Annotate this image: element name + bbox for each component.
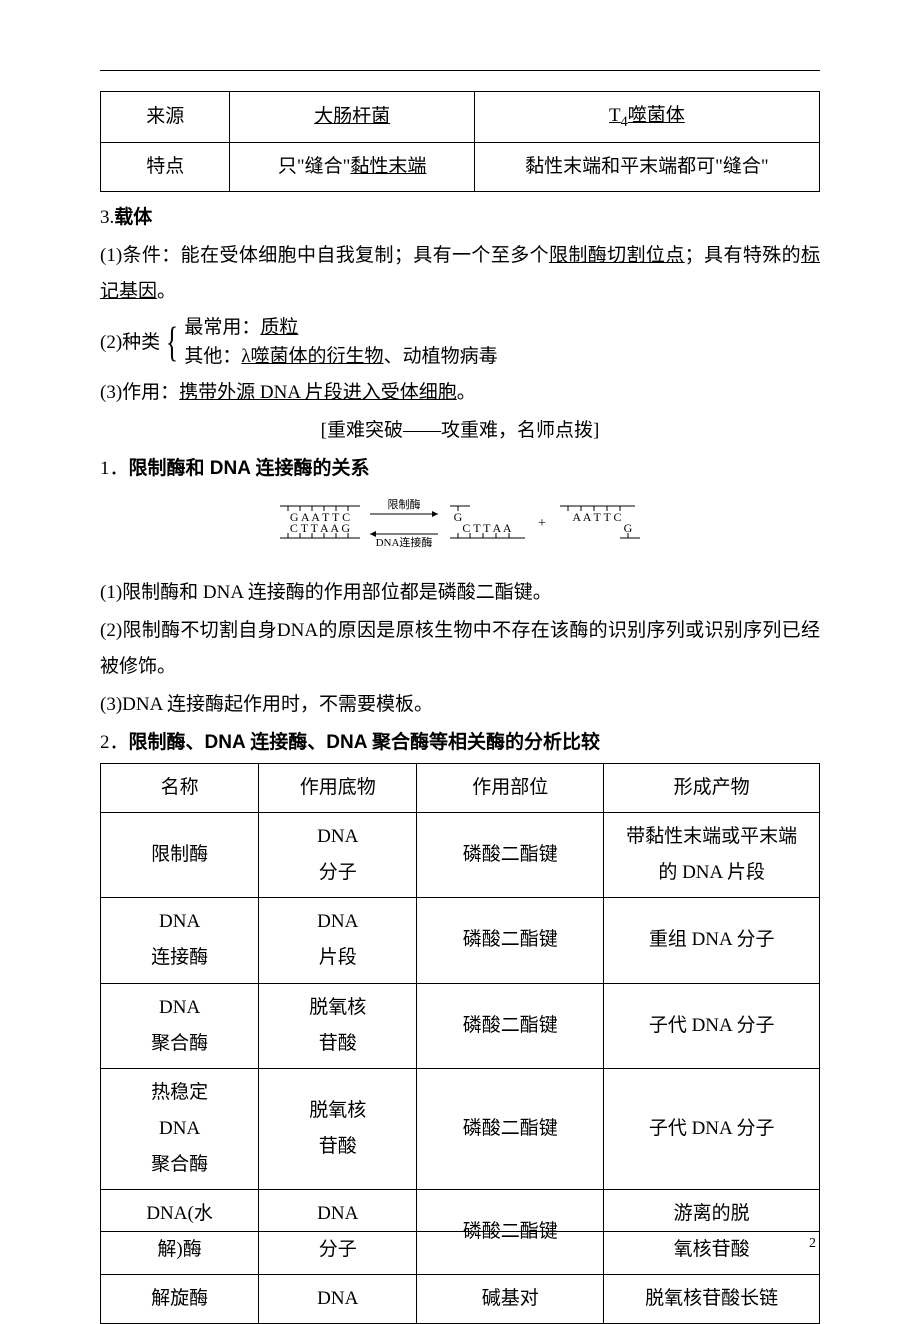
table-row: 特点 只"缝合"黏性末端 黏性末端和平末端都可"缝合" — [101, 142, 820, 191]
bottom-rule — [100, 1231, 820, 1232]
heading-carrier: 3.载体 — [100, 200, 820, 236]
subtitle: [重难突破——攻重难，名师点拨] — [100, 413, 820, 449]
cell: 重组 DNA 分子 — [604, 898, 820, 983]
cell: T4噬菌体 — [474, 92, 819, 143]
cell: 只"缝合"黏性末端 — [230, 142, 474, 191]
cell: 子代 DNA 分子 — [604, 1068, 820, 1189]
cell: 脱氧核苷酸长链 — [604, 1275, 820, 1324]
top-rule — [100, 70, 820, 71]
para-2: (2)限制酶不切割自身DNA的原因是原核生物中不存在该酶的识别序列或识别序列已经… — [100, 613, 820, 685]
para-use: (3)作用：携带外源 DNA 片段进入受体细胞。 — [100, 375, 820, 411]
svg-text:+: + — [538, 516, 546, 531]
label-top: 限制酶 — [388, 498, 421, 511]
label-bot: DNA连接酶 — [376, 536, 433, 549]
cell: 磷酸二酯键 — [417, 898, 604, 983]
table-row: DNA连接酶 DNA片段 磷酸二酯键 重组 DNA 分子 — [101, 898, 820, 983]
th: 作用部位 — [417, 764, 604, 813]
para-1: (1)限制酶和 DNA 连接酶的作用部位都是磷酸二酯键。 — [100, 575, 820, 611]
seq-left-bot: C T T A A G — [290, 521, 350, 535]
cell: 限制酶 — [101, 813, 259, 898]
table-row: DNA聚合酶 脱氧核苷酸 磷酸二酯键 子代 DNA 分子 — [101, 983, 820, 1068]
cell: DNA(水解)酶 — [101, 1190, 259, 1275]
cell: 碱基对 — [417, 1275, 604, 1324]
table-row: 来源 大肠杆菌 T4噬菌体 — [101, 92, 820, 143]
table-row: DNA(水解)酶 DNA分子 磷酸二酯键 游离的脱氧核苷酸 — [101, 1190, 820, 1275]
cell: DNA聚合酶 — [101, 983, 259, 1068]
table-header-row: 名称 作用底物 作用部位 形成产物 — [101, 764, 820, 813]
table-enzyme-comparison: 名称 作用底物 作用部位 形成产物 限制酶 DNA分子 磷酸二酯键 带黏性末端或… — [100, 763, 820, 1324]
cell: 磷酸二酯键 — [417, 813, 604, 898]
cell: 磷酸二酯键 — [417, 983, 604, 1068]
para-3: (3)DNA 连接酶起作用时，不需要模板。 — [100, 687, 820, 723]
para-kinds: (2)种类 { 最常用：质粒 其他：λ噬菌体的衍生物、动植物病毒 — [100, 314, 820, 371]
cell: 脱氧核苷酸 — [259, 1068, 417, 1189]
table-row: 解旋酶 DNA 碱基对 脱氧核苷酸长链 — [101, 1275, 820, 1324]
svg-text:G: G — [624, 521, 633, 535]
th: 名称 — [101, 764, 259, 813]
cell: 带黏性末端或平末端的 DNA 片段 — [604, 813, 820, 898]
cell: 磷酸二酯键 — [417, 1068, 604, 1189]
enzyme-diagram: G A A T T C C T T A A G 限制酶 DNA连接酶 G C T… — [100, 494, 820, 567]
cell: 热稳定DNA聚合酶 — [101, 1068, 259, 1189]
table-source-features: 来源 大肠杆菌 T4噬菌体 特点 只"缝合"黏性末端 黏性末端和平末端都可"缝合… — [100, 91, 820, 192]
cell: 磷酸二酯键 — [417, 1190, 604, 1275]
th: 作用底物 — [259, 764, 417, 813]
svg-text:G: G — [454, 510, 463, 524]
table-row: 热稳定DNA聚合酶 脱氧核苷酸 磷酸二酯键 子代 DNA 分子 — [101, 1068, 820, 1189]
table-row: 限制酶 DNA分子 磷酸二酯键 带黏性末端或平末端的 DNA 片段 — [101, 813, 820, 898]
cell: 特点 — [101, 142, 230, 191]
cell: 解旋酶 — [101, 1275, 259, 1324]
cell: 子代 DNA 分子 — [604, 983, 820, 1068]
cell: 脱氧核苷酸 — [259, 983, 417, 1068]
para-condition: (1)条件：能在受体细胞中自我复制；具有一个至多个限制酶切割位点；具有特殊的标记… — [100, 238, 820, 310]
heading-2: 2．限制酶、DNA 连接酶、DNA 聚合酶等相关酶的分析比较 — [100, 725, 820, 761]
page-number: 2 — [809, 1231, 816, 1258]
svg-text:A A T T C: A A T T C — [572, 510, 621, 524]
th: 形成产物 — [604, 764, 820, 813]
cell: DNA片段 — [259, 898, 417, 983]
cell: DNA连接酶 — [101, 898, 259, 983]
kinds-options: 最常用：质粒 其他：λ噬菌体的衍生物、动植物病毒 — [184, 314, 497, 371]
cell: 大肠杆菌 — [230, 92, 474, 143]
cell: DNA分子 — [259, 1190, 417, 1275]
kinds-prefix: (2)种类 — [100, 325, 160, 361]
brace-icon: { — [166, 322, 178, 364]
svg-text:C T T A A: C T T A A — [462, 521, 511, 535]
cell: 黏性末端和平末端都可"缝合" — [474, 142, 819, 191]
cell: DNA — [259, 1275, 417, 1324]
heading-1: 1．限制酶和 DNA 连接酶的关系 — [100, 451, 820, 487]
cell: DNA分子 — [259, 813, 417, 898]
cell: 游离的脱氧核苷酸 — [604, 1190, 820, 1275]
cell: 来源 — [101, 92, 230, 143]
